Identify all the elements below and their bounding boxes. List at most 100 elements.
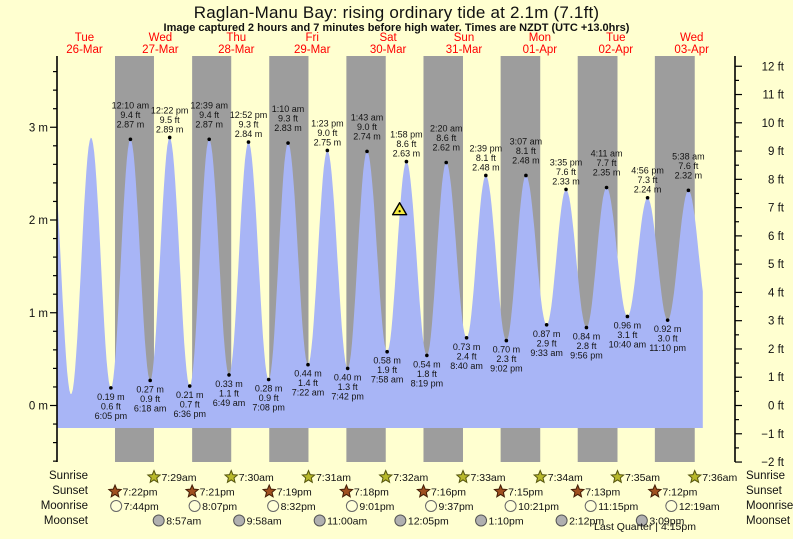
moonset-time: 11:00am xyxy=(327,516,367,528)
day-label: Thu xyxy=(226,32,246,44)
high-tide-meters: 2.48 m xyxy=(472,162,500,172)
moonset-time: 12:05pm xyxy=(408,516,449,528)
low-tide-feet: 2.3 ft xyxy=(496,354,517,364)
tide-extreme-dot xyxy=(484,173,488,178)
high-tide-time: 1:10 am xyxy=(272,104,305,114)
high-tide-meters: 2.48 m xyxy=(512,155,540,165)
sunset-row-label-left: Sunset xyxy=(52,485,88,497)
high-tide-meters: 2.62 m xyxy=(432,142,460,152)
day-label-date: 02-Apr xyxy=(599,44,634,56)
moonset-time: 8:57am xyxy=(166,516,201,528)
tide-extreme-dot xyxy=(665,318,670,322)
moonrise-time: 10:21pm xyxy=(518,501,559,513)
high-tide-time: 4:56 pm xyxy=(631,166,664,176)
low-tide-meters: 0.40 m xyxy=(334,372,362,382)
low-tide-time: 6:49 am xyxy=(213,398,246,408)
right-axis-label: 8 ft xyxy=(768,174,785,186)
sunrise-icon xyxy=(610,469,625,484)
right-axis-label: 11 ft xyxy=(762,90,784,102)
tide-extreme-dot xyxy=(464,335,469,340)
low-tide-time: 11:10 pm xyxy=(649,343,686,353)
moonset-icon xyxy=(313,514,326,527)
moonrise-icon xyxy=(110,500,123,512)
high-tide-time: 4:11 am xyxy=(591,149,623,159)
low-tide-meters: 0.87 m xyxy=(533,329,561,339)
sunset-icon xyxy=(416,483,431,498)
low-tide-time: 7:42 pm xyxy=(331,391,364,401)
sunrise-icon xyxy=(301,469,316,484)
current-tide-marker xyxy=(391,202,408,216)
high-tide-feet: 8.1 ft xyxy=(516,146,537,156)
high-tide-feet: 9.5 ft xyxy=(160,115,181,125)
day-label-date: 26-Mar xyxy=(66,44,103,56)
tide-extreme-dot xyxy=(385,349,389,354)
low-tide-feet: 0.9 ft xyxy=(140,394,161,404)
low-tide-meters: 0.54 m xyxy=(413,359,441,369)
high-tide-meters: 2.33 m xyxy=(552,176,580,186)
low-tide-time: 7:22 am xyxy=(292,388,325,398)
day-label-date: 30-Mar xyxy=(370,44,407,56)
low-tide-meters: 0.28 m xyxy=(255,384,283,394)
high-tide-meters: 2.63 m xyxy=(393,149,421,159)
high-tide-feet: 7.6 ft xyxy=(556,167,577,177)
moonset-time: 1:10pm xyxy=(489,516,524,528)
current-tide-marker-dot xyxy=(398,210,401,213)
tide-extreme-dot xyxy=(286,141,290,145)
sunset-icon xyxy=(647,483,663,498)
tide-extreme-dot xyxy=(365,149,369,154)
high-tide-feet: 7.6 ft xyxy=(678,161,699,171)
moonrise-icon xyxy=(504,500,517,512)
high-tide-meters: 2.32 m xyxy=(675,170,703,180)
tide-extreme-dot xyxy=(504,338,509,343)
high-tide-time: 2:39 pm xyxy=(470,143,503,153)
low-tide-feet: 0.6 ft xyxy=(101,401,122,411)
day-label-date: 27-Mar xyxy=(142,44,179,56)
high-tide-feet: 9.0 ft xyxy=(357,122,378,132)
tide-extreme-dot xyxy=(227,373,231,377)
tide-extreme-dot xyxy=(148,378,152,383)
sunrise-time: 7:33am xyxy=(470,472,505,484)
right-axis-label: 12 ft xyxy=(762,61,785,73)
high-tide-meters: 2.24 m xyxy=(634,185,662,195)
right-axis-label: 2 ft xyxy=(768,344,785,356)
low-tide-feet: 0.9 ft xyxy=(259,393,280,403)
moonrise-time: 9:37pm xyxy=(439,501,474,513)
low-tide-time: 6:18 am xyxy=(134,403,167,413)
moonrise-time: 11:15pm xyxy=(598,501,638,513)
sunset-row-label-right: Sunset xyxy=(746,485,782,497)
right-axis-label: 7 ft xyxy=(768,203,785,215)
sunrise-icon xyxy=(455,469,471,484)
moonrise-icon xyxy=(425,500,438,512)
left-axis-label: 0 m xyxy=(29,401,48,413)
sunset-time: 7:12pm xyxy=(662,487,697,499)
low-tide-time: 8:19 pm xyxy=(411,378,444,388)
low-tide-meters: 0.33 m xyxy=(215,379,243,389)
low-tide-time: 7:58 am xyxy=(371,375,404,385)
tide-extreme-dot xyxy=(266,377,271,382)
right-axis-label: 0 ft xyxy=(768,401,785,413)
moonrise-time: 8:07pm xyxy=(202,501,237,513)
right-axis-label: 1 ft xyxy=(768,372,785,384)
low-tide-feet: 1.1 ft xyxy=(219,388,240,398)
tide-extreme-dot xyxy=(325,148,330,153)
low-tide-time: 9:56 pm xyxy=(570,351,603,361)
right-axis-label: −1 ft xyxy=(761,429,785,441)
moonset-row-label-left: Moonset xyxy=(43,515,88,527)
tide-extreme-dot xyxy=(167,135,172,140)
sunrise-time: 7:32am xyxy=(393,472,428,484)
high-tide-meters: 2.35 m xyxy=(593,168,621,178)
moonset-icon xyxy=(394,514,407,527)
page-title: Raglan-Manu Bay: rising ordinary tide at… xyxy=(193,3,600,22)
low-tide-feet: 1.8 ft xyxy=(417,369,438,379)
tide-extreme-dot xyxy=(207,137,211,142)
low-tide-meters: 0.84 m xyxy=(573,332,601,342)
right-axis-label: 6 ft xyxy=(768,231,785,243)
tide-extreme-dot xyxy=(544,323,549,327)
high-tide-feet: 7.3 ft xyxy=(638,175,659,185)
low-tide-feet: 1.9 ft xyxy=(377,365,398,375)
high-tide-meters: 2.83 m xyxy=(274,123,302,133)
sunset-icon xyxy=(107,483,123,498)
high-tide-time: 5:38 am xyxy=(672,151,705,161)
moonrise-icon xyxy=(188,500,201,512)
low-tide-time: 7:08 pm xyxy=(252,403,285,413)
